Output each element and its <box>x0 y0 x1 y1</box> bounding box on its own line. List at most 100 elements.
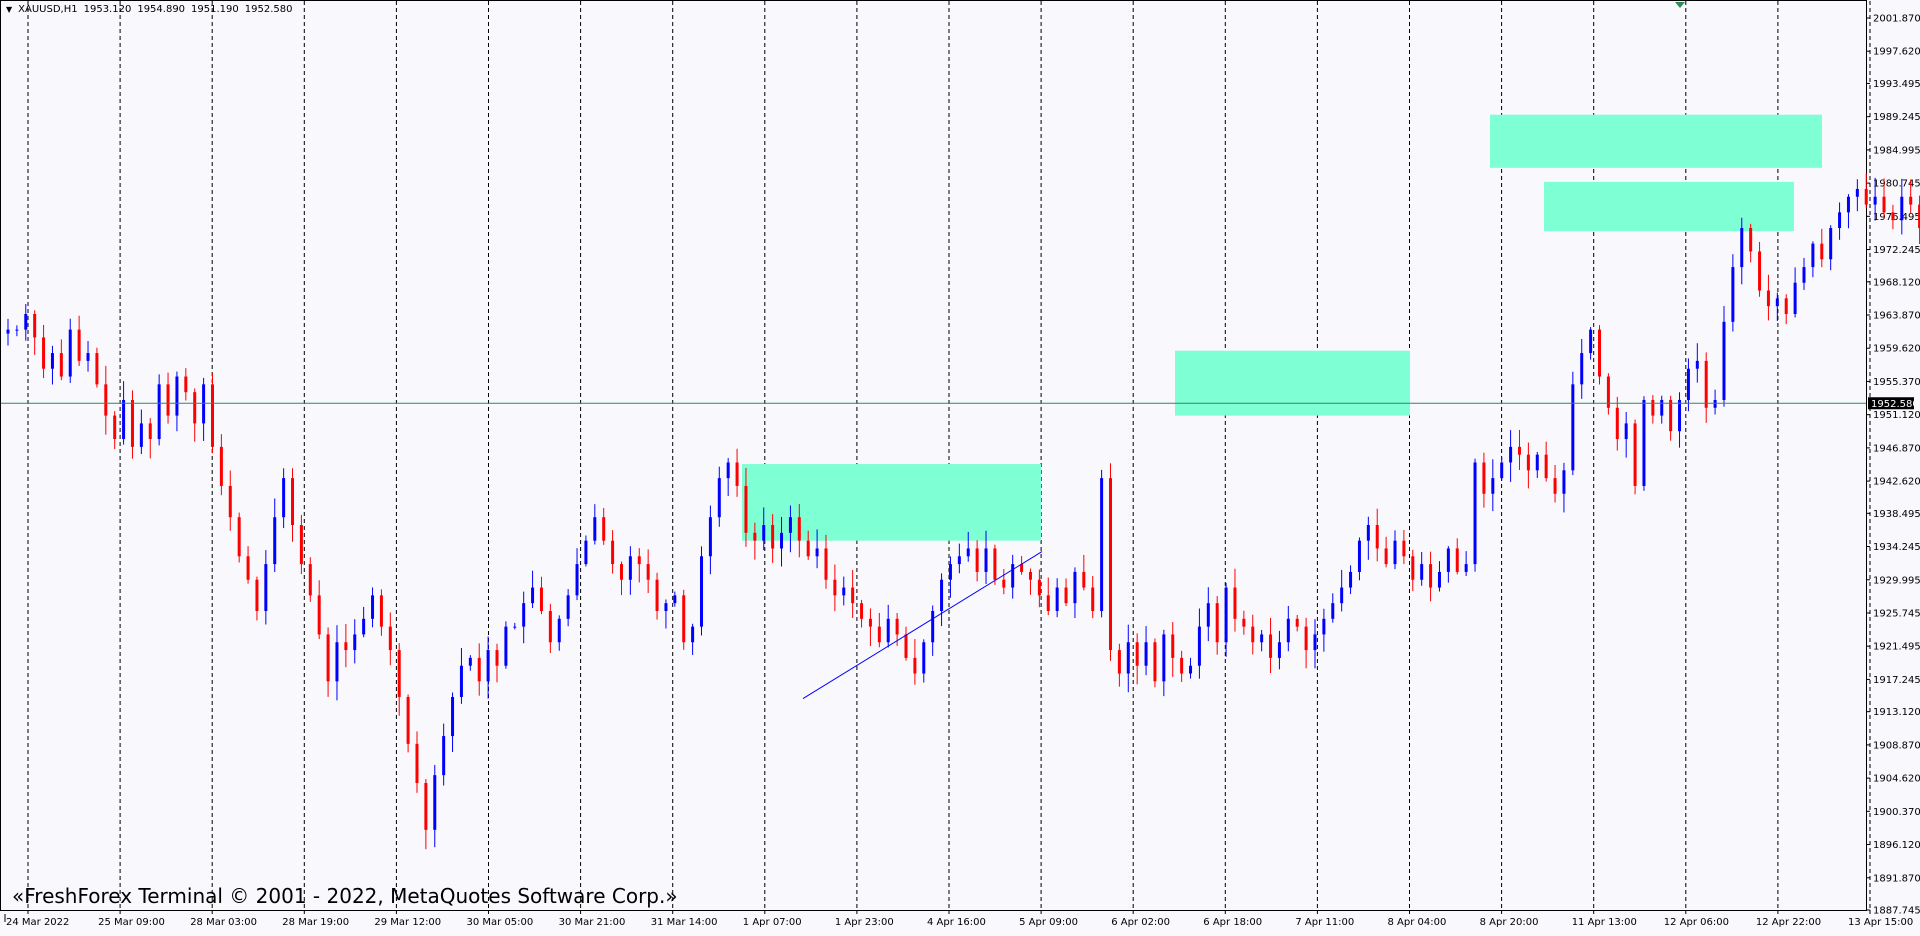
x-tick-label: 8 Apr 20:00 <box>1480 917 1539 928</box>
y-tick-label: 1984.995 <box>1873 145 1920 156</box>
candle-down <box>397 650 401 697</box>
candle-down <box>104 384 108 416</box>
candle-down <box>406 696 410 744</box>
candle-up <box>1437 571 1441 588</box>
candle-up <box>815 548 819 557</box>
candle-down <box>1269 634 1273 658</box>
candle-up <box>1802 267 1806 283</box>
candle-up <box>957 556 961 565</box>
candle-up <box>1846 196 1850 213</box>
candle-up <box>1349 571 1353 588</box>
candle-up <box>1162 634 1166 682</box>
candle-up <box>15 329 19 331</box>
candle-up <box>86 353 90 361</box>
candle-up <box>1775 298 1779 307</box>
candle-down <box>219 446 223 486</box>
candle-up <box>931 610 935 643</box>
trendline <box>802 551 1043 699</box>
candle-up <box>1011 564 1015 588</box>
candle-up <box>1357 540 1361 572</box>
candle-down <box>753 532 757 541</box>
candle-up <box>1224 587 1228 643</box>
candle-down <box>1091 587 1095 611</box>
candle-down <box>1117 650 1121 674</box>
candle-down <box>1820 243 1824 260</box>
candle-down <box>1526 454 1530 471</box>
candle-up <box>1322 618 1326 635</box>
y-tick-label: 1938.495 <box>1873 509 1920 520</box>
candle-up <box>1197 626 1201 666</box>
candle-up <box>557 618 561 643</box>
candle-up <box>673 595 677 604</box>
candle-up <box>726 462 730 479</box>
candle-up <box>1838 212 1842 229</box>
candle-down <box>1082 571 1086 588</box>
candle-down <box>1180 657 1184 674</box>
y-tick-label: 1980.745 <box>1873 179 1920 190</box>
candle-up <box>1624 423 1628 440</box>
current-price-label: 1952.580 <box>1871 399 1919 410</box>
candle-down <box>415 743 419 783</box>
candle-up <box>1366 525 1370 541</box>
candle-up <box>335 642 339 682</box>
candle-up <box>50 353 54 369</box>
y-tick-label: 1887.745 <box>1873 906 1920 917</box>
y-tick-label: 1925.745 <box>1873 608 1920 619</box>
candle-up <box>68 329 72 377</box>
candle-down <box>59 353 63 377</box>
candle-down <box>797 517 801 541</box>
candle-up <box>593 517 597 541</box>
candle-up <box>1686 368 1690 400</box>
candle-up <box>175 376 179 416</box>
candle-up <box>459 665 463 697</box>
y-tick-label: 1959.620 <box>1873 344 1920 355</box>
candle-down <box>130 399 134 447</box>
candle-up <box>1695 360 1699 369</box>
candle-up <box>948 564 952 580</box>
candle-up <box>717 478 721 518</box>
candle-up <box>1580 353 1584 385</box>
y-tick-label: 1942.620 <box>1873 477 1920 488</box>
candle-down <box>1375 525 1379 549</box>
candle-up <box>1509 446 1513 463</box>
candle-down <box>237 517 241 557</box>
y-tick-label: 1963.870 <box>1873 311 1920 322</box>
y-tick-label: 1955.370 <box>1873 377 1920 388</box>
candle-down <box>1037 579 1041 596</box>
candle-up <box>1829 228 1833 260</box>
x-tick-label: 4 Apr 16:00 <box>927 917 986 928</box>
triangle-down-icon[interactable]: ▼ <box>6 5 13 14</box>
y-tick-label: 1904.620 <box>1873 774 1920 785</box>
x-tick-label: 7 Apr 11:00 <box>1295 917 1354 928</box>
candle-down <box>424 782 428 830</box>
candle-down <box>1402 540 1406 557</box>
y-tick-label: 1968.120 <box>1873 277 1920 288</box>
candle-down <box>904 634 908 658</box>
candle-up <box>157 384 161 440</box>
candle-down <box>1242 618 1246 627</box>
candle-up <box>1206 603 1210 627</box>
candle-up <box>762 525 766 541</box>
candle-up <box>468 657 472 666</box>
candle-down <box>851 587 855 604</box>
candle-down <box>637 556 641 565</box>
candle-down <box>611 540 615 565</box>
candle-up <box>966 548 970 557</box>
candle-up <box>1562 470 1566 494</box>
candle-down <box>477 657 481 682</box>
candle-up <box>122 399 126 440</box>
candle-down <box>1766 290 1770 307</box>
candle-up <box>1589 329 1593 354</box>
x-tick-label: 29 Mar 12:00 <box>374 917 441 928</box>
x-tick-label: 12 Apr 06:00 <box>1664 917 1729 928</box>
candle-up <box>1260 634 1264 643</box>
candle-up <box>1571 384 1575 471</box>
candle-up <box>1464 564 1468 572</box>
candle-down <box>326 634 330 682</box>
y-tick-label: 1896.120 <box>1873 840 1920 851</box>
candle-down <box>1651 399 1655 416</box>
candle-down <box>1153 642 1157 682</box>
candle-up <box>842 587 846 596</box>
